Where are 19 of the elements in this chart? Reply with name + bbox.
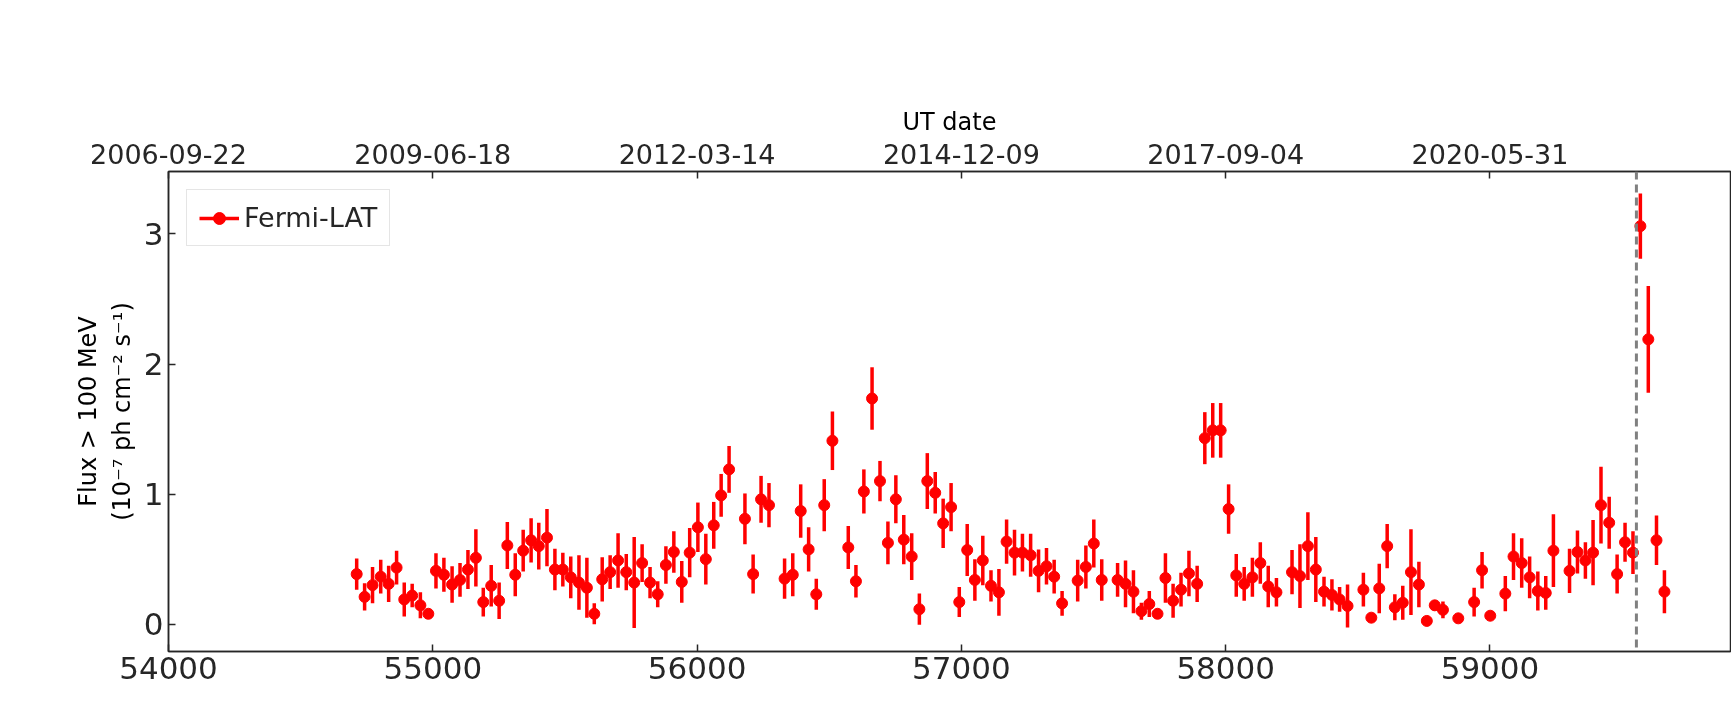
x2-tick-label: 2006-09-22 <box>90 138 247 170</box>
x2-tick-label: 2020-05-31 <box>1411 138 1569 170</box>
x-tick-label: 56000 <box>647 649 747 686</box>
x-tick-label: 59000 <box>1440 649 1540 686</box>
x-tick-label: 55000 <box>383 649 483 686</box>
y-tick-label: 2 <box>143 346 164 383</box>
x-tick-label: 57000 <box>912 649 1011 686</box>
y-tick-label: 0 <box>143 606 164 643</box>
x2-tick-label: 2017-09-04 <box>1147 138 1305 170</box>
x-tick-label: 54000 <box>119 649 218 686</box>
x2-tick-label: 2014-12-09 <box>882 138 1040 170</box>
x2-tick-label: 2012-03-14 <box>618 138 776 170</box>
y-tick-label: 3 <box>143 215 164 252</box>
x2-axis-title: UT date <box>902 107 997 136</box>
y-tick-label: 1 <box>143 476 164 513</box>
y-axis-title: Flux > 100 MeV (10⁻⁷ ph cm⁻² s⁻¹) <box>74 302 136 521</box>
x-tick-label: 58000 <box>1176 649 1276 686</box>
x2-tick-label: 2009-06-18 <box>354 138 512 170</box>
legend-label: Fermi-LAT <box>244 202 378 233</box>
